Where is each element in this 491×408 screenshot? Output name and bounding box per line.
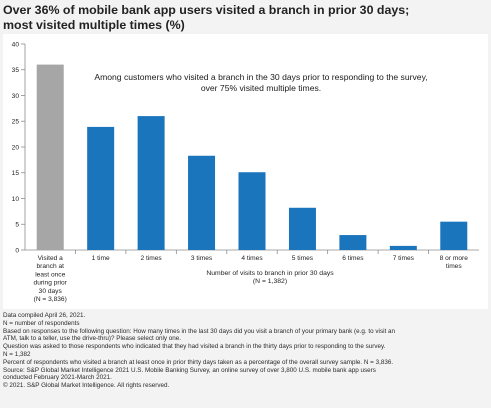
x-tick-label: 8 or more times xyxy=(440,255,469,270)
bar xyxy=(36,64,64,250)
y-tick-label: 0 xyxy=(15,247,19,254)
footnote-line: © 2021. S&P Global Market Intelligence. … xyxy=(3,382,170,390)
y-tick-label: 15 xyxy=(12,170,20,177)
y-tick-label: 5 xyxy=(15,222,19,229)
x-axis-title: Number of visits to branch in prior 30 d… xyxy=(206,270,334,285)
x-tick-label: 5 times xyxy=(292,255,314,262)
y-tick-label: 10 xyxy=(12,196,20,203)
bar xyxy=(339,235,367,250)
footnote-line: N = number of respondents xyxy=(3,319,80,327)
bar xyxy=(288,207,316,250)
y-tick-label: 35 xyxy=(12,67,20,74)
bar xyxy=(389,245,417,250)
y-tick-label: 25 xyxy=(12,119,20,126)
footnote-line: Data compiled April 26, 2021. xyxy=(3,312,86,319)
bar xyxy=(87,126,115,250)
x-tick-label: Visited a branch at least once during prior… xyxy=(34,255,68,303)
y-tick-label: 20 xyxy=(12,144,20,151)
x-tick-label: 3 times xyxy=(191,255,213,262)
chart-title-line-1: Over 36% of mobile bank app users visite… xyxy=(3,3,410,17)
bar xyxy=(137,116,165,250)
bar xyxy=(440,221,468,250)
y-tick-label: 40 xyxy=(12,41,20,48)
x-tick-label: 4 times xyxy=(241,255,263,262)
chart-panel: 0 5 10 15 20 25 30 35 40 Visited a branch at least … xyxy=(3,34,488,309)
bar xyxy=(238,172,266,250)
footnote-line: ATM, talk to a teller, use the drive-thr… xyxy=(3,335,182,343)
bar xyxy=(188,155,216,250)
footnote-line: Based on responses to the following ques… xyxy=(3,327,396,335)
x-tick-label: 1 time xyxy=(92,255,110,262)
bar-chart: 0 5 10 15 20 25 30 35 40 Visited a branch at least … xyxy=(12,41,479,303)
x-tick-label: 6 times xyxy=(342,255,364,262)
footnote-line: conducted February 2021-March 2021. xyxy=(3,374,112,382)
chart-title-line-2: most visited multiple times (%) xyxy=(3,18,185,32)
footnote-line: Question was asked to those respondents … xyxy=(3,343,386,351)
footnote-line: Percent of respondents who visited a bra… xyxy=(3,358,394,366)
footnotes: Data compiled April 26, 2021. N = number… xyxy=(3,312,487,390)
footnote-line: N = 1,382 xyxy=(3,350,31,358)
y-tick-label: 30 xyxy=(12,93,20,100)
chart-title: Over 36% of mobile bank app users visite… xyxy=(3,3,487,33)
x-tick-label: 2 times xyxy=(140,255,162,262)
footnote-line: Source: S&P Global Market Intelligence 2… xyxy=(3,366,376,374)
chart-annotation: Among customers who visited a branch in … xyxy=(94,72,427,93)
x-tick-label: 7 times xyxy=(393,255,415,262)
